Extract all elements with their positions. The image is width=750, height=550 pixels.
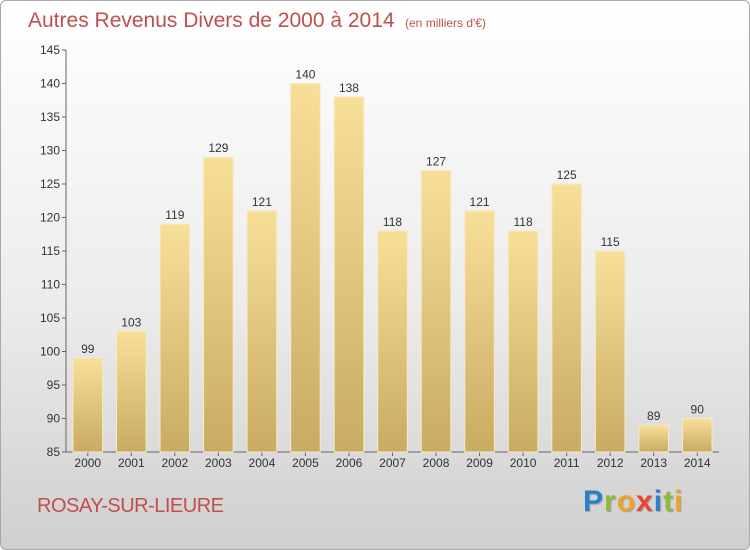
- x-tick-label: 2013: [640, 456, 667, 470]
- bar-2011: [551, 183, 582, 453]
- x-tick-label: 2001: [118, 456, 145, 470]
- bar-2006: [333, 96, 365, 453]
- data-label-2006: 138: [339, 81, 359, 95]
- y-tick-label: 125: [40, 177, 60, 191]
- y-tick-label: 120: [40, 211, 60, 225]
- data-label-2012: 115: [601, 235, 620, 249]
- y-tick-label: 130: [40, 144, 60, 158]
- brand-letter: i: [653, 485, 664, 518]
- y-tick-label: 90: [47, 412, 61, 426]
- data-label-2002: 119: [165, 208, 184, 222]
- data-label-2013: 89: [647, 409, 661, 423]
- brand-letter: r: [604, 485, 617, 518]
- data-label-2003: 129: [208, 141, 228, 155]
- bar-2013: [638, 424, 670, 453]
- bar-2000: [72, 357, 104, 453]
- title-row: Autres Revenus Divers de 2000 à 2014 (en…: [28, 9, 486, 33]
- bar-2003: [203, 156, 234, 453]
- y-tick-label: 100: [40, 345, 60, 359]
- bar-2005: [290, 83, 321, 453]
- bar-2014: [681, 418, 713, 453]
- x-tick-label: 2003: [205, 456, 232, 470]
- x-tick-label: 2007: [379, 456, 406, 470]
- bar-2012: [594, 250, 626, 453]
- x-tick-label: 2000: [74, 456, 101, 470]
- x-tick-label: 2011: [554, 456, 580, 470]
- x-tick-label: 2006: [336, 456, 363, 470]
- data-label-2005: 140: [295, 68, 315, 82]
- chart-title: Autres Revenus Divers de 2000 à 2014: [28, 9, 395, 32]
- data-label-2000: 99: [81, 342, 95, 356]
- data-label-2011: 125: [557, 168, 577, 182]
- data-label-2004: 121: [252, 195, 272, 209]
- bar-2009: [464, 210, 495, 453]
- brand-letter: o: [616, 485, 637, 518]
- x-tick-label: 2012: [597, 456, 624, 470]
- brand-letter: t: [663, 485, 675, 518]
- x-tick-label: 2005: [292, 456, 319, 470]
- y-tick-label: 140: [40, 77, 60, 91]
- brand-logo: Proxiti: [583, 485, 683, 519]
- data-label-2014: 90: [691, 403, 705, 417]
- x-tick-label: 2008: [423, 456, 450, 470]
- bar-2004: [246, 210, 278, 453]
- bars: [72, 83, 713, 453]
- data-label-2007: 118: [383, 215, 402, 229]
- y-tick-label: 135: [40, 110, 60, 124]
- y-tick-label: 95: [47, 378, 61, 392]
- y-tick-label: 110: [41, 278, 60, 292]
- place-name: ROSAY-SUR-LIEURE: [37, 495, 224, 517]
- x-tick-label: 2009: [466, 456, 493, 470]
- y-tick-label: 145: [40, 43, 60, 57]
- x-axis: 2000 2001 2002 2003 2004 2005 2006 2007 2008 2009…: [66, 451, 719, 470]
- bar-2010: [507, 230, 539, 453]
- bar-2002: [159, 223, 191, 453]
- y-axis: 85 90 95 100 105 110 115 120 125 130 135 140 145: [40, 43, 67, 459]
- y-tick-label: 115: [41, 244, 60, 258]
- x-tick-label: 2002: [161, 456, 188, 470]
- data-labels: 99 103 119 129 121 140 138 118 127 121 118 125 115 89…: [81, 68, 704, 424]
- brand-letter: i: [674, 485, 684, 518]
- x-tick-label: 2010: [510, 456, 537, 470]
- bar-2007: [377, 230, 408, 453]
- data-label-2010: 118: [514, 215, 533, 229]
- data-label-2009: 121: [470, 195, 490, 209]
- chart-unit-label: (en milliers d'€): [405, 16, 486, 30]
- x-tick-label: 2014: [684, 456, 711, 470]
- data-label-2001: 103: [121, 315, 141, 329]
- brand-letter: x: [636, 485, 654, 518]
- x-tick-label: 2004: [249, 456, 276, 470]
- y-tick-label: 105: [40, 311, 60, 325]
- bar-2008: [420, 170, 452, 453]
- bar-2001: [115, 330, 147, 453]
- data-label-2008: 127: [426, 155, 446, 169]
- brand-letter: P: [583, 485, 605, 518]
- y-tick-label: 85: [47, 445, 61, 459]
